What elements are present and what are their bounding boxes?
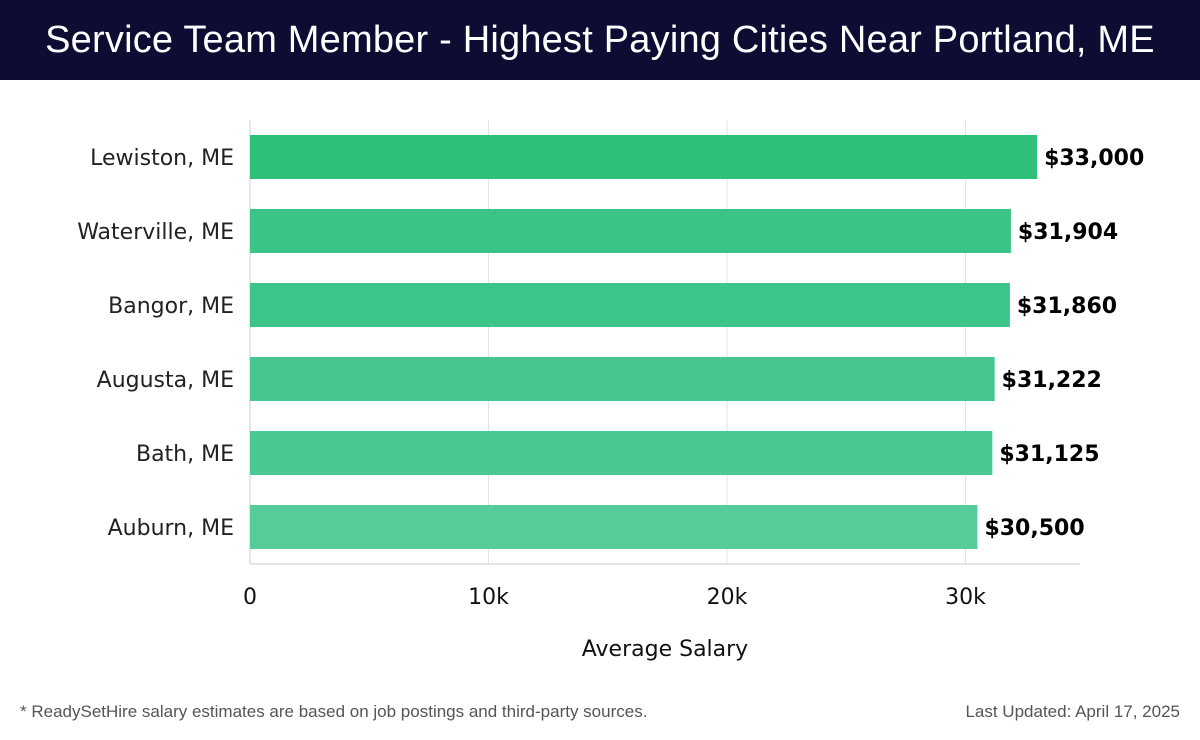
value-label-3: $31,222	[1002, 368, 1102, 393]
value-label-2: $31,860	[1017, 294, 1117, 319]
x-tick-label-1: 10k	[468, 585, 509, 610]
chart-title: Service Team Member - Highest Paying Cit…	[45, 18, 1155, 61]
footnote: * ReadySetHire salary estimates are base…	[20, 702, 648, 721]
value-label-5: $30,500	[984, 516, 1084, 541]
x-tick-label-3: 30k	[945, 585, 986, 610]
chart-footer: * ReadySetHire salary estimates are base…	[0, 700, 1200, 728]
category-label-4: Bath, ME	[136, 442, 234, 467]
x-tick-label-2: 20k	[707, 585, 748, 610]
category-label-5: Auburn, ME	[108, 516, 234, 541]
bar-4	[250, 431, 993, 475]
last-updated: Last Updated: April 17, 2025	[965, 702, 1180, 721]
value-label-0: $33,000	[1044, 146, 1144, 171]
value-label-1: $31,904	[1018, 220, 1118, 245]
salary-bar-chart: Lewiston, ME $33,000 Waterville, ME $31,904…	[77, 120, 1144, 662]
x-axis-title: Average Salary	[582, 637, 748, 662]
bar-1	[250, 209, 1011, 253]
category-label-2: Bangor, ME	[108, 294, 234, 319]
bar-2	[250, 283, 1010, 327]
value-label-4: $31,125	[999, 442, 1099, 467]
x-tick-label-0: 0	[243, 585, 257, 610]
bar-5	[250, 505, 978, 549]
chart-header: Service Team Member - Highest Paying Cit…	[0, 0, 1200, 80]
bar-0	[250, 135, 1038, 179]
category-label-1: Waterville, ME	[77, 220, 234, 245]
bar-3	[250, 357, 995, 401]
category-label-0: Lewiston, ME	[90, 146, 234, 171]
category-label-3: Augusta, ME	[97, 368, 234, 393]
